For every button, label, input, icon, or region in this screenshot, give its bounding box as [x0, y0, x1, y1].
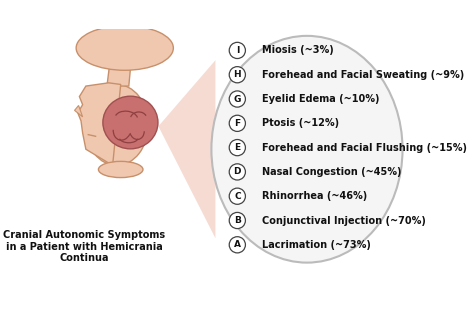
Ellipse shape: [85, 84, 148, 165]
Text: Eyelid Edema (~10%): Eyelid Edema (~10%): [262, 94, 379, 104]
Circle shape: [229, 67, 246, 83]
Ellipse shape: [103, 96, 158, 149]
Text: Lacrimation (~73%): Lacrimation (~73%): [262, 240, 371, 250]
Text: Continua: Continua: [60, 253, 109, 263]
Polygon shape: [107, 60, 131, 86]
Text: G: G: [234, 95, 241, 104]
Text: A: A: [234, 240, 241, 249]
Polygon shape: [74, 105, 82, 117]
Circle shape: [229, 212, 246, 229]
Ellipse shape: [99, 161, 143, 178]
Text: in a Patient with Hemicrania: in a Patient with Hemicrania: [6, 242, 163, 252]
Text: D: D: [234, 167, 241, 176]
Text: Rhinorrhea (~46%): Rhinorrhea (~46%): [262, 191, 367, 201]
Ellipse shape: [76, 26, 173, 70]
Text: Conjunctival Injection (~70%): Conjunctival Injection (~70%): [262, 215, 426, 226]
Text: Forehead and Facial Flushing (~15%): Forehead and Facial Flushing (~15%): [262, 143, 466, 153]
Circle shape: [229, 164, 246, 180]
Circle shape: [229, 188, 246, 204]
Ellipse shape: [132, 114, 142, 128]
Text: Nasal Congestion (~45%): Nasal Congestion (~45%): [262, 167, 401, 177]
Text: B: B: [234, 216, 241, 225]
Text: Forehead and Facial Sweating (~9%): Forehead and Facial Sweating (~9%): [262, 70, 464, 80]
Circle shape: [229, 115, 246, 131]
Circle shape: [229, 237, 246, 253]
Polygon shape: [149, 60, 216, 238]
Circle shape: [229, 42, 246, 58]
Ellipse shape: [211, 36, 402, 263]
Text: Cranial Autonomic Symptoms: Cranial Autonomic Symptoms: [3, 230, 165, 240]
Text: C: C: [234, 192, 241, 201]
Text: H: H: [234, 70, 241, 79]
Circle shape: [229, 91, 246, 107]
Circle shape: [229, 140, 246, 156]
Text: E: E: [234, 143, 240, 152]
Text: F: F: [234, 119, 240, 128]
Text: Ptosis (~12%): Ptosis (~12%): [262, 118, 339, 128]
Polygon shape: [78, 83, 121, 165]
Text: Miosis (~3%): Miosis (~3%): [262, 45, 333, 55]
Text: I: I: [236, 46, 239, 55]
